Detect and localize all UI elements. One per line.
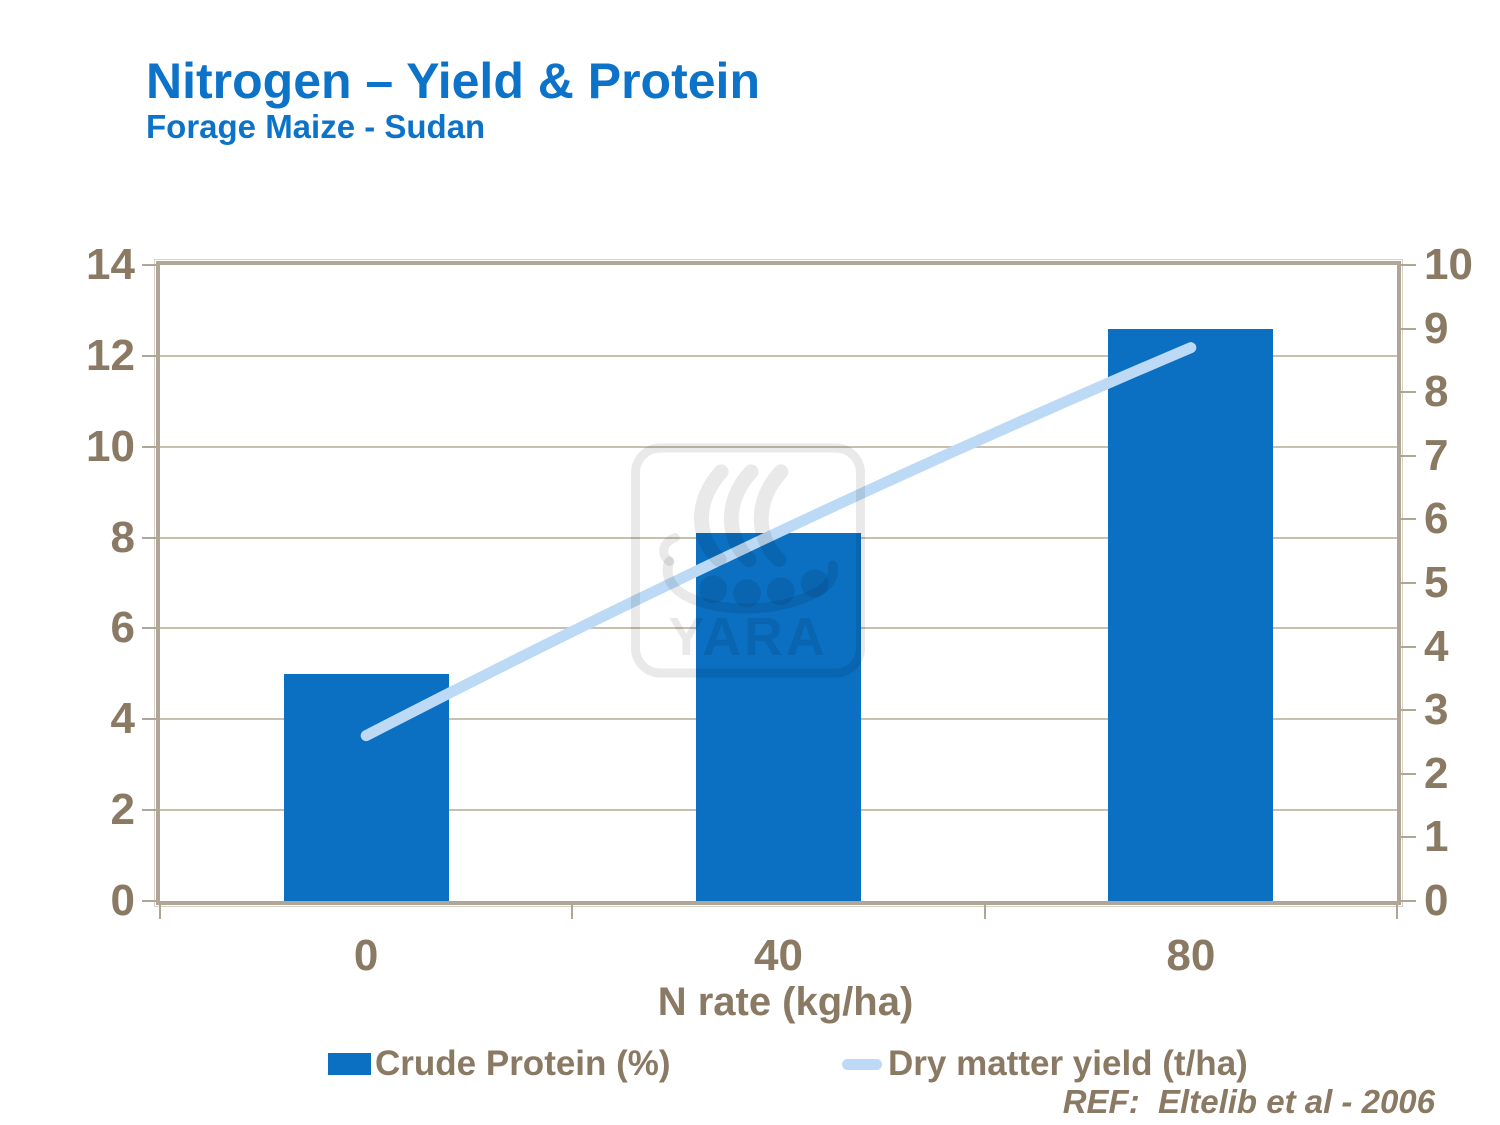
right-axis-label: 0 [1424,876,1449,925]
legend-bar-swatch-icon [328,1053,371,1075]
dry-matter-line [360,342,1197,742]
right-axis-label: 8 [1424,367,1449,417]
right-axis-label: 3 [1424,685,1449,735]
axis-tick [142,718,157,721]
axis-tick [1401,645,1416,648]
axis-tick [142,445,157,448]
plot-area [154,259,1403,907]
x-axis-label: 40 [754,931,803,980]
axis-tick [1401,454,1416,457]
axis-tick [1401,582,1416,584]
page-subtitle: Forage Maize - Sudan [146,108,486,145]
reference-text: REF: Eltelib et al - 2006 [1062,1083,1435,1120]
left-axis-label: 10 [86,421,135,471]
right-axis-label: 4 [1424,621,1449,671]
axis-tick [142,809,157,812]
line-series [360,342,1197,742]
axis-tick [142,627,157,630]
right-axis-label: 10 [1424,240,1473,289]
gridline [160,445,1397,448]
axis-tick [1401,391,1416,394]
axis-tick [1401,709,1416,712]
axis-tick [1396,905,1398,919]
legend-item-dry-matter: Dry matter yield (t/ha) [842,1040,1248,1088]
left-axis-label: 2 [110,785,135,835]
left-axis-label: 6 [110,603,135,653]
axis-tick [983,905,986,919]
axis-tick [142,354,157,357]
right-axis-label: 1 [1424,812,1449,862]
axis-tick [142,900,157,902]
axis-tick [1401,900,1416,902]
axis-tick [1401,772,1416,775]
axis-tick [142,536,157,539]
axis-tick [1401,836,1416,839]
bar-crude-protein [696,533,861,901]
axis-tick [159,905,161,919]
axis-tick [1401,264,1416,266]
x-axis-label: 0 [353,931,379,980]
page-title: Nitrogen – Yield & Protein [146,53,760,109]
left-axis-label: 4 [110,694,135,744]
plot-inner [160,265,1397,901]
right-axis-label: 9 [1424,303,1449,353]
axis-tick [1401,327,1416,330]
legend-line-label: Dry matter yield (t/ha) [888,1044,1248,1083]
x-axis-title: N rate (kg/ha) [657,980,914,1024]
right-axis-label: 7 [1424,430,1449,480]
axis-tick [1401,518,1416,521]
left-axis-label: 0 [110,876,135,925]
gridline [160,354,1397,357]
right-axis-label: 6 [1424,494,1449,544]
legend-bar-label: Crude Protein (%) [375,1044,671,1083]
axis-tick [142,264,157,266]
right-axis-label: 2 [1424,748,1449,798]
legend-line-swatch-icon [842,1058,882,1070]
left-axis-label: 14 [86,240,135,289]
x-axis-label: 80 [1166,931,1216,980]
bar-crude-protein [1108,328,1274,901]
left-axis-label: 8 [110,512,135,562]
legend-item-crude-protein: Crude Protein (%) [328,1040,671,1088]
right-axis-label: 5 [1424,558,1449,607]
left-axis-label: 12 [86,330,135,380]
axis-tick [571,905,574,919]
